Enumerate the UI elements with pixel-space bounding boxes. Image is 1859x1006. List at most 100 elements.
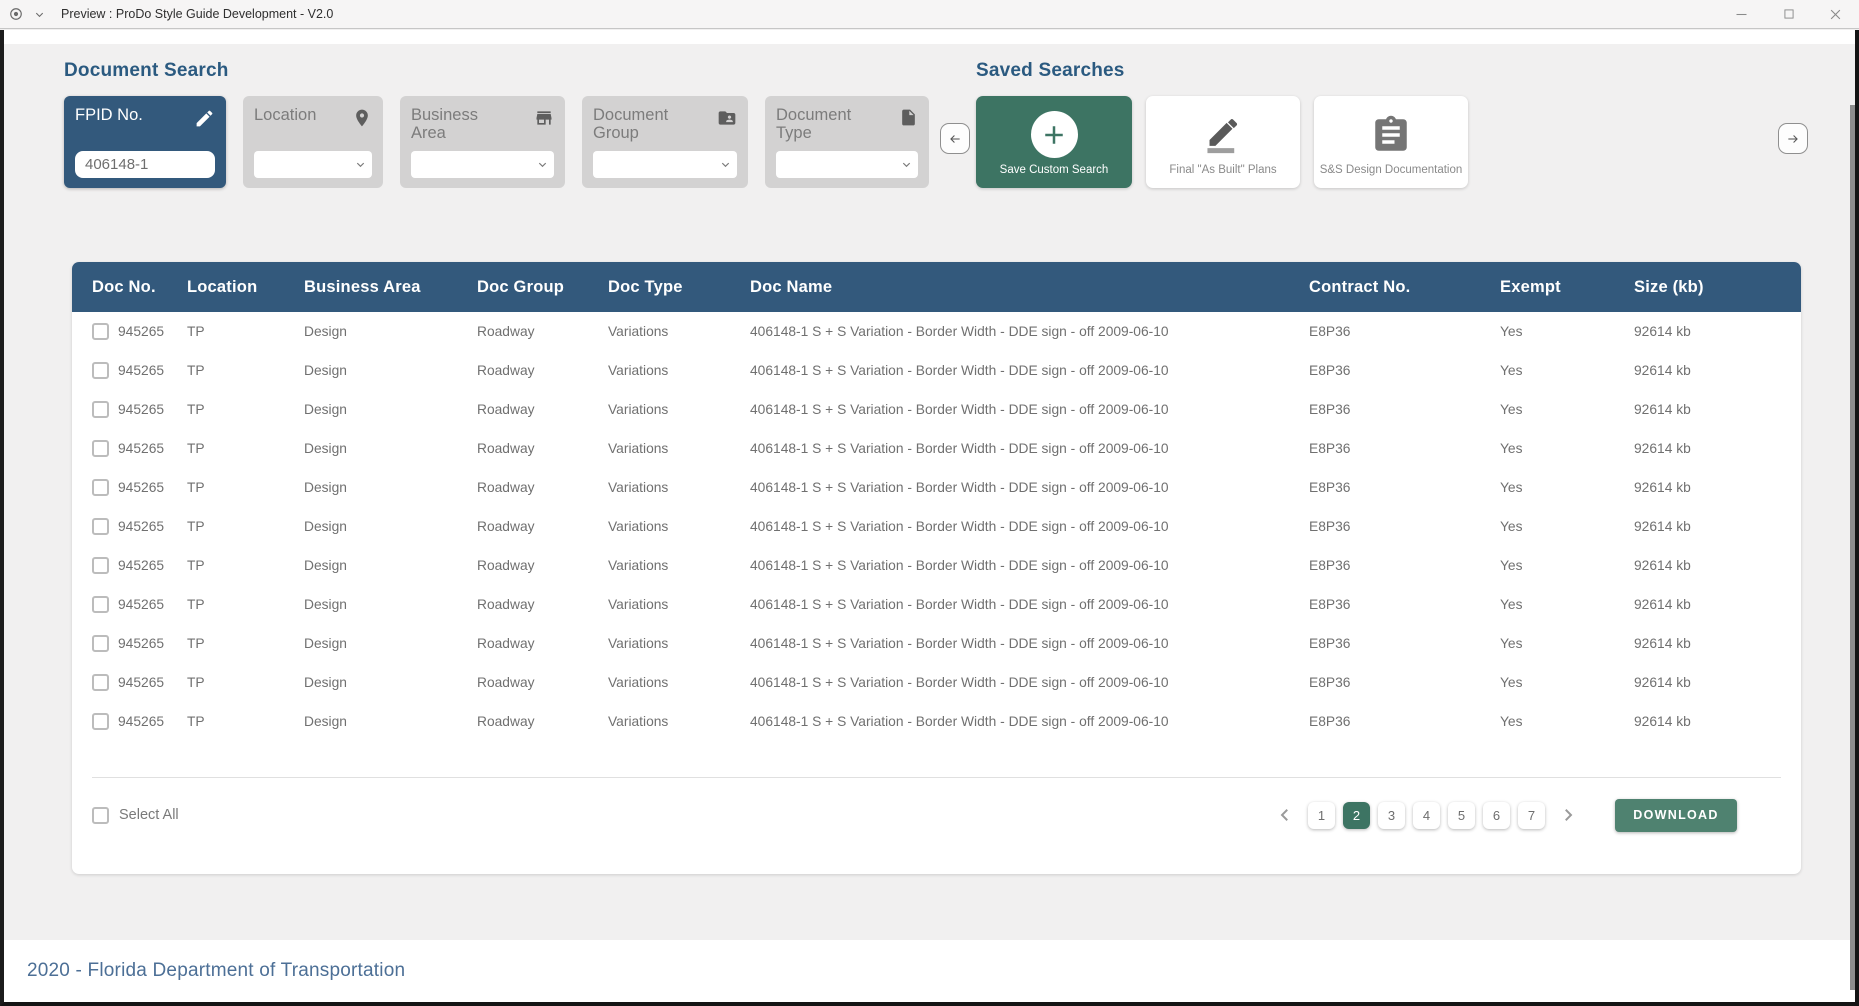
cell-doc-name: 406148-1 S + S Variation - Border Width … [750, 519, 1169, 534]
row-checkbox[interactable] [92, 557, 109, 574]
pagination: 1 2 3 4 5 6 7 [1266, 801, 1587, 829]
close-button[interactable] [1812, 0, 1859, 28]
cell-doc-group: Roadway [477, 363, 535, 378]
cell-size: 92614 kb [1634, 441, 1691, 456]
row-checkbox[interactable] [92, 401, 109, 418]
filter-card-fpid: FPID No. [64, 96, 226, 188]
results-table-card: Doc No. Location Business Area Doc Group… [72, 262, 1801, 874]
cell-doc-group: Roadway [477, 519, 535, 534]
cell-doc-type: Variations [608, 597, 669, 612]
page-button[interactable]: 3 [1378, 801, 1405, 829]
select-all: Select All [92, 806, 179, 824]
record-icon[interactable] [9, 7, 23, 21]
document-icon [899, 108, 918, 143]
cell-doc-no: 945265 [118, 714, 165, 729]
saved-search-as-built-card[interactable]: Final "As Built" Plans [1146, 96, 1300, 188]
business-area-select[interactable] [411, 151, 554, 178]
table-row: 945265 TP Design Roadway Variations 4061… [72, 468, 1801, 507]
cell-doc-name: 406148-1 S + S Variation - Border Width … [750, 480, 1169, 495]
row-checkbox[interactable] [92, 479, 109, 496]
scrollbar[interactable] [1850, 105, 1855, 990]
maximize-button[interactable] [1765, 0, 1812, 28]
download-button[interactable]: DOWNLOAD [1615, 798, 1737, 832]
header-size: Size (kb) [1634, 262, 1801, 312]
cell-contract-no: E8P36 [1309, 324, 1351, 339]
page-button[interactable]: 7 [1518, 801, 1545, 829]
cell-business-area: Design [304, 558, 347, 573]
location-select[interactable] [254, 151, 372, 178]
cell-contract-no: E8P36 [1309, 519, 1351, 534]
filter-label: Business Area [411, 106, 478, 142]
page-button[interactable]: 4 [1413, 801, 1440, 829]
cell-location: TP [187, 363, 205, 378]
save-custom-search-card[interactable]: Save Custom Search [976, 96, 1132, 188]
cell-exempt: Yes [1500, 519, 1523, 534]
row-checkbox[interactable] [92, 518, 109, 535]
cell-doc-group: Roadway [477, 402, 535, 417]
cell-doc-no: 945265 [118, 441, 165, 456]
cell-doc-type: Variations [608, 363, 669, 378]
document-type-select[interactable] [776, 151, 918, 178]
header-exempt: Exempt [1500, 262, 1634, 312]
cell-doc-group: Roadway [477, 636, 535, 651]
cell-business-area: Design [304, 324, 347, 339]
select-all-checkbox[interactable] [92, 806, 109, 824]
chevron-down-icon[interactable] [34, 9, 45, 20]
saved-search-next-button[interactable] [1778, 123, 1808, 154]
folder-shared-icon [717, 108, 737, 143]
table-row: 945265 TP Design Roadway Variations 4061… [72, 663, 1801, 702]
saved-search-ss-design-card[interactable]: S&S Design Documentation [1314, 96, 1468, 188]
minimize-button[interactable] [1718, 0, 1765, 28]
cell-exempt: Yes [1500, 597, 1523, 612]
pagination-prev-button[interactable] [1266, 806, 1304, 824]
fpid-input[interactable] [75, 151, 215, 178]
document-group-select[interactable] [593, 151, 737, 178]
row-checkbox[interactable] [92, 440, 109, 457]
table-row: 945265 TP Design Roadway Variations 4061… [72, 702, 1801, 741]
cell-contract-no: E8P36 [1309, 636, 1351, 651]
cell-doc-type: Variations [608, 324, 669, 339]
cell-business-area: Design [304, 519, 347, 534]
table-body: 945265 TP Design Roadway Variations 4061… [72, 312, 1801, 741]
row-checkbox[interactable] [92, 596, 109, 613]
filter-card-location: Location [243, 96, 383, 188]
cell-location: TP [187, 402, 205, 417]
header-doc-group: Doc Group [477, 262, 608, 312]
cell-doc-no: 945265 [118, 558, 165, 573]
row-checkbox[interactable] [92, 323, 109, 340]
cell-exempt: Yes [1500, 636, 1523, 651]
cell-size: 92614 kb [1634, 402, 1691, 417]
cell-doc-name: 406148-1 S + S Variation - Border Width … [750, 402, 1169, 417]
chevron-left-icon [1276, 806, 1294, 824]
cell-location: TP [187, 480, 205, 495]
cell-location: TP [187, 636, 205, 651]
pagination-next-button[interactable] [1549, 806, 1587, 824]
cell-doc-name: 406148-1 S + S Variation - Border Width … [750, 558, 1169, 573]
page-button[interactable]: 1 [1308, 801, 1335, 829]
cell-doc-no: 945265 [118, 636, 165, 651]
cell-location: TP [187, 597, 205, 612]
filter-label: Document Type [776, 106, 852, 142]
cell-doc-name: 406148-1 S + S Variation - Border Width … [750, 597, 1169, 612]
row-checkbox[interactable] [92, 674, 109, 691]
page-button[interactable]: 2 [1343, 801, 1370, 829]
page-button[interactable]: 6 [1483, 801, 1510, 829]
cell-contract-no: E8P36 [1309, 480, 1351, 495]
cell-doc-type: Variations [608, 675, 669, 690]
filter-card-document-type: Document Type [765, 96, 929, 188]
row-checkbox[interactable] [92, 635, 109, 652]
edit-icon[interactable] [194, 108, 215, 129]
cell-business-area: Design [304, 597, 347, 612]
header-location: Location [187, 262, 304, 312]
cell-size: 92614 kb [1634, 597, 1691, 612]
cell-location: TP [187, 558, 205, 573]
row-checkbox[interactable] [92, 362, 109, 379]
row-checkbox[interactable] [92, 713, 109, 730]
table-row: 945265 TP Design Roadway Variations 4061… [72, 546, 1801, 585]
cell-size: 92614 kb [1634, 519, 1691, 534]
table-row: 945265 TP Design Roadway Variations 4061… [72, 624, 1801, 663]
header-business-area: Business Area [304, 262, 477, 312]
saved-search-prev-button[interactable] [940, 123, 970, 154]
page-button[interactable]: 5 [1448, 801, 1475, 829]
